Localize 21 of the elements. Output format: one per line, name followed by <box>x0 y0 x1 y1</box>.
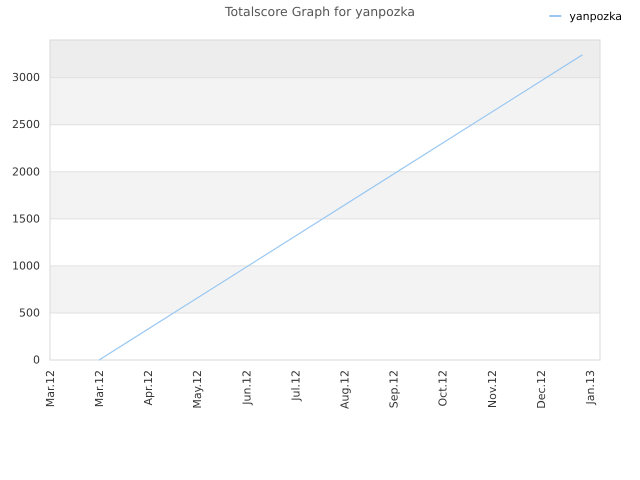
x-tick-label: Jul.12 <box>289 370 302 402</box>
x-tick-label: Mar.12 <box>44 370 57 408</box>
y-tick-label: 3000 <box>12 71 40 84</box>
legend-label: yanpozka <box>569 10 622 23</box>
y-tick-label: 0 <box>33 354 40 367</box>
y-tick-label: 500 <box>19 306 40 320</box>
y-tick-label: 1000 <box>12 259 40 272</box>
x-tick-label: Jun.12 <box>240 370 254 406</box>
chart-title: Totalscore Graph for yanpozka <box>224 4 416 19</box>
y-tick-label: 2500 <box>12 118 40 132</box>
y-tick-label: 2000 <box>12 165 40 178</box>
x-tick-label: Dec.12 <box>534 370 548 409</box>
x-tick-label: Aug.12 <box>338 370 352 409</box>
x-tick-label: Jan.13 <box>584 370 598 406</box>
y-tick-label: 1500 <box>12 212 40 226</box>
x-tick-label: Mar.12 <box>92 370 106 408</box>
x-tick-label: Oct.12 <box>436 370 450 407</box>
x-tick-label: May.12 <box>191 370 204 409</box>
x-tick-label: Sep.12 <box>388 370 401 408</box>
x-tick-label: Apr.12 <box>142 370 156 406</box>
x-tick-label: Nov.12 <box>486 370 499 408</box>
